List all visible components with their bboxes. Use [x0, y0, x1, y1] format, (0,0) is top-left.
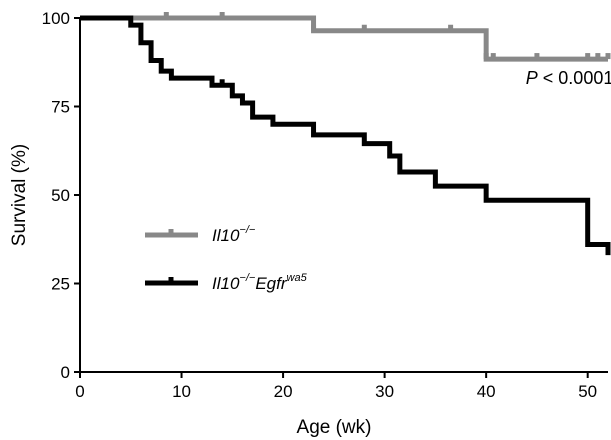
- series-line-1: [80, 15, 611, 256]
- legend-entry-il10: Il10−/−: [145, 224, 256, 245]
- legend-label-il10: Il10−/−: [212, 224, 256, 245]
- series-layer: [80, 12, 611, 256]
- p-value-italic: P: [526, 68, 538, 88]
- legend-label-il10-egfr-suffix: Egfr: [255, 274, 288, 293]
- series-line-0: [80, 15, 608, 62]
- x-tick-label: 0: [75, 382, 84, 401]
- y-tick-label: 50: [51, 186, 70, 205]
- legend: Il10−/− Il10−/−Egfrwa5: [145, 224, 308, 293]
- legend-label-il10-egfr-sup: −/−: [239, 272, 255, 284]
- legend-label-il10-sup: −/−: [239, 224, 255, 236]
- legend-label-il10-base: Il10: [212, 226, 240, 245]
- legend-entry-il10-egfr: Il10−/−Egfrwa5: [145, 272, 308, 293]
- x-tick-label: 30: [375, 382, 394, 401]
- legend-label-il10-egfr-suffix-sup: wa5: [287, 272, 308, 284]
- y-axis-title: Survival (%): [9, 144, 30, 246]
- legend-label-il10-egfr: Il10−/−Egfrwa5: [212, 272, 308, 293]
- x-axis-title: Age (wk): [297, 417, 372, 438]
- y-tick-label: 25: [51, 275, 70, 294]
- y-tick-label: 100: [42, 9, 70, 28]
- x-tick-label: 20: [274, 382, 293, 401]
- x-tick-label: 40: [477, 382, 496, 401]
- y-tick-label: 75: [51, 98, 70, 117]
- x-tick-label: 10: [172, 382, 191, 401]
- legend-label-il10-egfr-base: Il10: [212, 274, 240, 293]
- p-value-text: P < 0.0001: [526, 68, 611, 88]
- x-tick-label: 50: [578, 382, 597, 401]
- p-value-rest: < 0.0001: [538, 68, 611, 88]
- y-tick-label: 0: [61, 363, 70, 382]
- p-value-annotation: P < 0.0001: [526, 68, 611, 88]
- axes: 0 10 20 30 40 50 0 25 50 75 100 Age (wk) Survival (%…: [9, 9, 608, 438]
